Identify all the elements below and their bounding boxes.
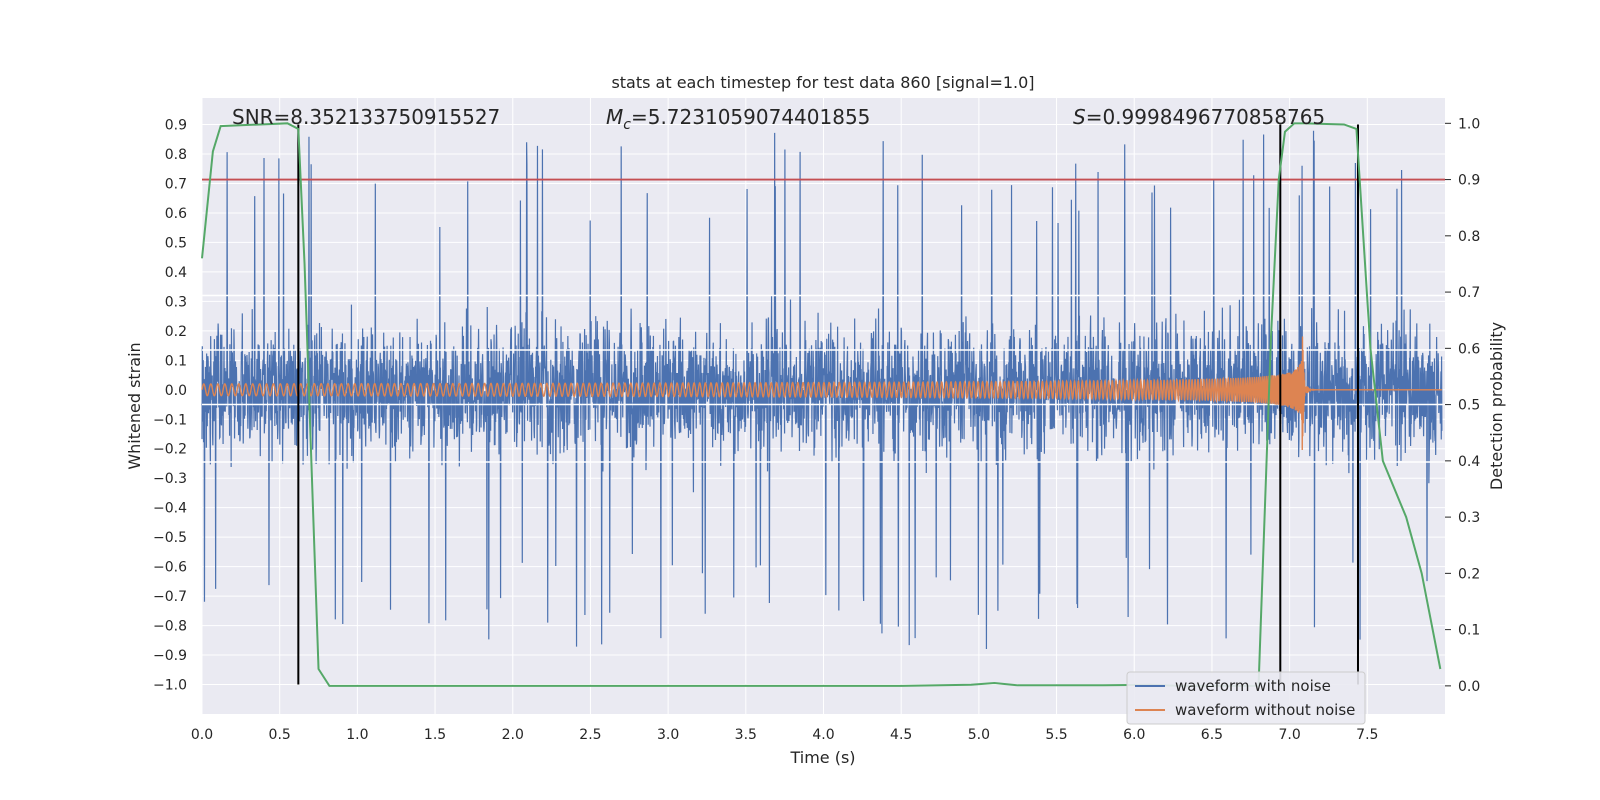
snr-annotation: SNR=8.352133750915527 [232,105,500,129]
y2-tick-label: 0.3 [1458,510,1480,526]
overlay-lines [202,124,1445,685]
x-tick-label: 7.5 [1356,727,1378,743]
x-tick-label: 3.5 [735,727,757,743]
y-tick-label: −0.1 [153,412,187,428]
x-tick-label: 7.0 [1278,727,1300,743]
y-tick-label: −1.0 [153,678,187,694]
y-tick-label: −0.3 [153,471,187,487]
y2-tick-label: 0.0 [1458,679,1480,695]
y-tick-label: 0.5 [165,235,187,251]
y2-tick-label: 0.2 [1458,566,1480,582]
y-axis-label: Whitened strain [125,342,144,469]
y-tick-label: −0.7 [153,589,187,605]
x-tick-label: 5.5 [1045,727,1067,743]
legend-label-clean: waveform without noise [1175,701,1355,719]
score-annotation: S=0.9998496770858765 [1073,105,1325,129]
y-tick-label: 0.3 [165,294,187,310]
series-line-waveform-without-noise [201,336,1442,450]
y2-tick-label: 0.9 [1458,173,1480,189]
y2-tick-label: 0.8 [1458,229,1480,245]
series-line-waveform-with-noise [201,130,1443,650]
series-line-detection-probability [201,122,1442,687]
x-tick-label: 2.0 [502,727,524,743]
legend: waveform with noise waveform without noi… [1126,671,1366,725]
legend-label-noise: waveform with noise [1175,677,1331,695]
x-tick-label: 4.0 [812,727,834,743]
y-tick-label: 0.8 [165,147,187,163]
y-tick-label: −0.4 [153,501,187,517]
x-tick-label: 5.0 [968,727,990,743]
chart-title: stats at each timestep for test data 860… [611,73,1034,92]
x-axis-label: Time (s) [789,748,855,767]
y-tick-label: 0.1 [165,353,187,369]
legend-box [1126,671,1366,725]
y-tick-label: 0.9 [165,118,187,134]
y2-tick-label: 0.4 [1458,454,1480,470]
x-tick-label: 6.0 [1123,727,1145,743]
x-tick-label: 3.0 [657,727,679,743]
y2-tick-label: 0.1 [1458,623,1480,639]
y2-tick-label: 1.0 [1458,116,1480,132]
chirp-mass-annotation: Mc=5.7231059074401855 [606,105,870,133]
y2-tick-label: 0.5 [1458,398,1480,414]
y-tick-label: −0.6 [153,560,187,576]
detection-probability-series [201,122,1442,687]
axis-ticks: 0.0 0.5 1.0 1.5 2.0 2.5 3.0 3.5 4.0 4.5 5.0 5.5 6.0 6… [153,116,1480,743]
y-tick-label: −0.8 [153,619,187,635]
y-tick-label: −0.9 [153,648,187,664]
y2-axis-label: Detection probability [1487,322,1506,490]
x-tick-label: 0.5 [269,727,291,743]
y-tick-label: 0.6 [165,206,187,222]
y-tick-label: 0.0 [165,383,187,399]
y-tick-label: 0.2 [165,324,187,340]
x-tick-label: 4.5 [890,727,912,743]
x-tick-label: 2.5 [579,727,601,743]
y2-tick-label: 0.7 [1458,285,1480,301]
horizontal-reference-lines [202,294,1445,463]
y-tick-label: 0.4 [165,265,187,281]
y-tick-label: 0.7 [165,176,187,192]
waveform-without-noise-series [201,336,1442,450]
y-tick-label: −0.5 [153,530,187,546]
y-tick-label: −0.2 [153,442,187,458]
x-tick-label: 1.0 [346,727,368,743]
waveform-with-noise-series [201,130,1443,650]
x-tick-label: 6.5 [1201,727,1223,743]
x-tick-label: 1.5 [424,727,446,743]
y2-tick-label: 0.6 [1458,341,1480,357]
x-tick-label: 0.0 [191,727,213,743]
